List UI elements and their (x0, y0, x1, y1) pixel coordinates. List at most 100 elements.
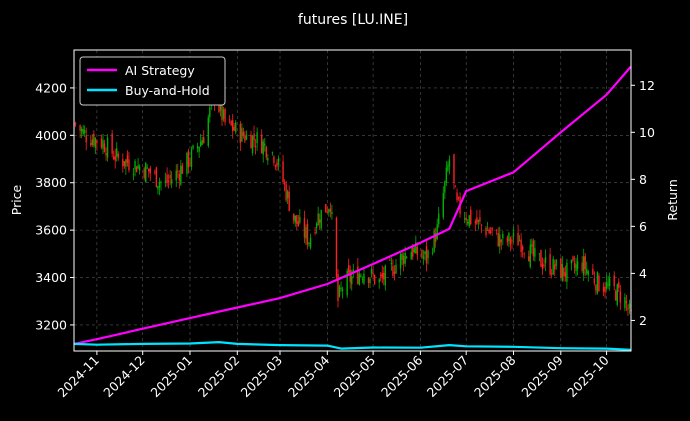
candle-body (178, 173, 180, 181)
candle-body (232, 120, 234, 132)
candle-body (598, 275, 600, 292)
candle-body (619, 291, 622, 303)
candle-body (532, 240, 535, 256)
candle-body (90, 142, 92, 146)
candle-body (389, 259, 391, 261)
candle-body (123, 161, 126, 166)
candle-body (511, 240, 513, 242)
candle-body (137, 165, 139, 169)
candle-body (169, 175, 171, 179)
candle-body (442, 193, 444, 218)
candle-body (274, 165, 277, 167)
legend: AI Strategy Buy-and-Hold (79, 56, 226, 106)
candle-body (383, 272, 385, 280)
candle-body (528, 256, 530, 262)
candle-body (550, 273, 553, 275)
candle-body (517, 232, 519, 246)
y-left-tick-label: 3200 (35, 317, 67, 332)
candle-body (167, 180, 170, 182)
y-right-tick-label: 2 (639, 313, 647, 328)
candle-body (203, 137, 205, 144)
candle-body (85, 135, 87, 143)
candle-body (596, 272, 599, 294)
candle-body (112, 156, 115, 160)
candle-body (230, 120, 232, 126)
candle-body (372, 273, 374, 275)
candle-body (262, 141, 264, 155)
y-axis-left-label: Price (9, 184, 24, 215)
candle-body (584, 256, 586, 270)
candle-body (561, 264, 564, 281)
candle-body (83, 130, 86, 134)
candle-body (467, 222, 469, 224)
candle-body (380, 274, 382, 277)
candle-body (340, 288, 342, 290)
candle-body (540, 250, 542, 267)
y-right-tick-label: 4 (639, 266, 647, 281)
candle-body (593, 278, 596, 284)
candle-body (468, 215, 470, 227)
candle-body (94, 138, 97, 148)
candle-body (306, 223, 309, 245)
candle-body (305, 227, 307, 239)
candle-body (100, 138, 103, 148)
candle-body (502, 234, 504, 239)
series-line-ai-strategy (73, 65, 632, 345)
candle-body (518, 240, 521, 242)
candle-body (405, 256, 408, 258)
candle-body (283, 182, 286, 185)
candle-body (250, 134, 252, 149)
candle-body (329, 208, 332, 212)
candle-body (337, 273, 339, 302)
candle-body (228, 119, 231, 121)
candle-body (218, 104, 220, 112)
candle-body (523, 253, 525, 255)
candle-body (242, 131, 245, 137)
candle-body (474, 221, 477, 224)
candle-body (105, 152, 107, 156)
candle-body (145, 163, 147, 183)
candle-body (235, 122, 237, 133)
plot-frame (73, 49, 632, 352)
candle-body (273, 156, 275, 164)
candle-body (444, 181, 446, 193)
candle-body (201, 139, 203, 145)
candlesticks (74, 86, 632, 317)
candle-body (592, 268, 594, 275)
candle-body (148, 168, 150, 172)
candle-body (80, 128, 83, 132)
candle-body (552, 258, 554, 275)
candle-body (628, 303, 631, 309)
candle-body (91, 139, 94, 145)
candle-body (181, 165, 184, 174)
candle-body (564, 272, 567, 277)
candle-body (199, 141, 202, 147)
candle-body (294, 215, 296, 223)
candle-body (456, 192, 458, 201)
candle-body (93, 133, 95, 146)
candle-body (573, 263, 576, 268)
candle-body (576, 261, 579, 269)
candle-body (477, 219, 480, 222)
candle-body (303, 218, 306, 238)
candle-body (486, 229, 489, 231)
candle-body (582, 256, 585, 275)
candle-body (402, 256, 405, 264)
candle-body (497, 233, 499, 247)
candle-body (267, 158, 269, 161)
candle-body (367, 277, 370, 284)
candle-body (431, 252, 434, 254)
candle-body (222, 109, 225, 119)
candle-body (555, 259, 557, 266)
candle-body (351, 276, 353, 285)
candle-body (357, 266, 359, 284)
candle-body (410, 252, 412, 260)
candle-body (500, 239, 502, 243)
candle-body (170, 179, 173, 184)
candle-body (616, 284, 618, 305)
candle-body (146, 167, 148, 169)
candle-body (618, 282, 620, 288)
candle-body (538, 253, 541, 255)
candle-body (615, 290, 617, 301)
candle-body (381, 273, 383, 278)
